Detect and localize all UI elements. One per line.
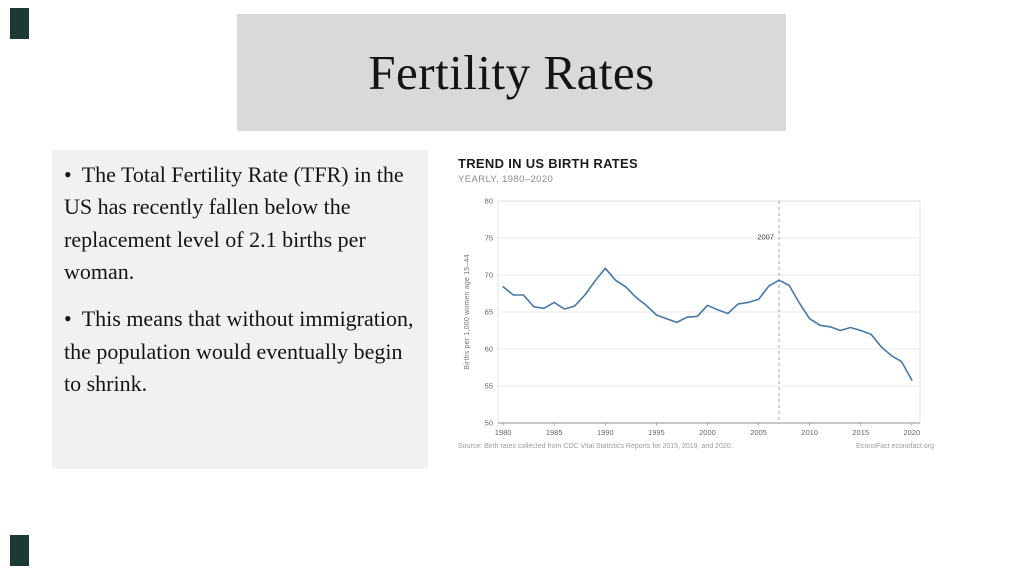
svg-text:2015: 2015 xyxy=(852,428,869,437)
svg-text:2020: 2020 xyxy=(903,428,920,437)
bullet-text: This means that without immigration, the… xyxy=(64,306,414,396)
birth-rate-chart: 50 55 60 65 70 75 80 1980 1985 1990 1995 2000 2005 20… xyxy=(464,197,921,437)
svg-text:2005: 2005 xyxy=(750,428,767,437)
chart-source-right: EconoFact econofact.org xyxy=(856,443,934,450)
svg-text:55: 55 xyxy=(485,382,493,391)
accent-bar-bottom xyxy=(10,535,29,566)
svg-text:2010: 2010 xyxy=(801,428,818,437)
svg-text:70: 70 xyxy=(485,271,493,280)
bullet-marker: • xyxy=(64,162,72,187)
accent-bar-top xyxy=(10,8,29,39)
svg-text:1990: 1990 xyxy=(597,428,614,437)
svg-text:60: 60 xyxy=(485,345,493,354)
svg-text:1985: 1985 xyxy=(546,428,563,437)
svg-text:75: 75 xyxy=(485,234,493,243)
chart-subtitle: YEARLY, 1980–2020 xyxy=(458,174,554,185)
bullet-text: The Total Fertility Rate (TFR) in the US… xyxy=(64,162,404,284)
chart-source-left: Source: Birth rates collected from CDC V… xyxy=(458,443,733,450)
chart-title: TREND IN US BIRTH RATES xyxy=(458,156,638,171)
svg-text:2007: 2007 xyxy=(757,232,774,241)
svg-text:Births per 1,000 women age 15–: Births per 1,000 women age 15–44 xyxy=(464,254,471,369)
svg-text:65: 65 xyxy=(485,308,493,317)
bullet-item: • This means that without immigration, th… xyxy=(64,303,416,400)
svg-text:2000: 2000 xyxy=(699,428,716,437)
svg-text:1995: 1995 xyxy=(648,428,665,437)
bullet-panel: • The Total Fertility Rate (TFR) in the U… xyxy=(52,150,428,469)
svg-text:50: 50 xyxy=(485,419,493,428)
svg-text:1980: 1980 xyxy=(495,428,512,437)
chart-source-row: Source: Birth rates collected from CDC V… xyxy=(458,443,934,450)
chart-panel: TREND IN US BIRTH RATES YEARLY, 1980–202… xyxy=(458,156,934,450)
slide-title-box: Fertility Rates xyxy=(237,14,786,131)
slide-title: Fertility Rates xyxy=(368,45,655,100)
bullet-marker: • xyxy=(64,306,72,332)
bullet-item: • The Total Fertility Rate (TFR) in the U… xyxy=(64,159,416,288)
svg-text:80: 80 xyxy=(485,197,493,206)
